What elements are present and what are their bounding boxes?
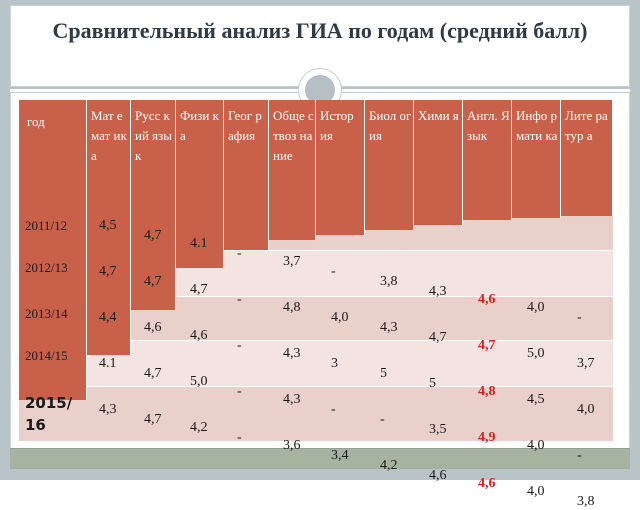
value-cell: 3,5 (429, 422, 447, 437)
row-year: 2015/ 16 (25, 394, 73, 434)
header-subject: Мат емат ика (91, 108, 127, 163)
header-cell (176, 100, 224, 268)
header-subject: Обще ствоз нание (273, 108, 314, 163)
value-cell: 4,8 (283, 300, 301, 315)
value-cell: 4,6 (478, 292, 496, 307)
value-cell: 4,9 (478, 430, 496, 445)
value-cell: 4,7 (478, 338, 496, 353)
value-cell: 4,7 (144, 366, 162, 381)
value-cell: 4,2 (190, 420, 208, 435)
value-cell: 4,0 (331, 310, 349, 325)
header-subject: Физи ка (180, 108, 219, 143)
value-cell: 4,0 (527, 300, 545, 315)
row-year: 2014/15 (25, 348, 68, 363)
value-cell: 4,8 (478, 384, 496, 399)
value-cell: 3,8 (577, 494, 595, 509)
value-cell: - (237, 384, 242, 399)
value-cell: 4.1 (190, 236, 208, 251)
value-cell: 4,6 (144, 320, 162, 335)
header-cell (224, 100, 269, 250)
header-cell (365, 100, 414, 230)
value-cell: - (577, 310, 582, 325)
value-cell: 4,0 (527, 438, 545, 453)
value-cell: - (237, 338, 242, 353)
value-cell: 5,0 (527, 346, 545, 361)
value-cell: 3 (331, 356, 338, 371)
value-cell: 4,7 (190, 282, 208, 297)
value-cell: - (331, 402, 336, 417)
header-year-label: год (27, 114, 45, 129)
value-cell: 4,3 (429, 284, 447, 299)
value-cell: 4,3 (283, 346, 301, 361)
header-subject: Геог рафия (228, 108, 262, 143)
value-cell: 5 (380, 366, 387, 381)
row-year: 2013/14 (25, 306, 68, 321)
value-cell: 4,3 (99, 402, 117, 417)
value-cell: 5,0 (190, 374, 208, 389)
row-year: 2012/13 (25, 260, 68, 275)
header-subject: Истор ия (320, 108, 354, 143)
header-subject: Русс кий язык (135, 108, 173, 163)
value-cell: 3,8 (380, 274, 398, 289)
value-cell: 4,3 (380, 320, 398, 335)
value-cell: 4,7 (144, 274, 162, 289)
header-cell (512, 100, 561, 218)
header-cell (131, 100, 176, 310)
row-band (19, 386, 613, 441)
header-cell-year (19, 100, 87, 400)
header-subject: Лите ратур а (565, 108, 608, 143)
header-subject: Хими я (418, 108, 459, 123)
value-cell: 4,6 (429, 468, 447, 483)
row-year: 2011/12 (25, 218, 68, 233)
value-cell: 3,6 (283, 438, 301, 453)
value-cell: - (380, 412, 385, 427)
value-cell: 4,4 (99, 310, 117, 325)
value-cell: - (237, 246, 242, 261)
slide-title: Сравнительный анализ ГИА по годам (средн… (52, 18, 588, 43)
header-cell (414, 100, 463, 225)
value-cell: 3,7 (283, 254, 301, 269)
value-cell: - (237, 430, 242, 445)
value-cell: 4,3 (283, 392, 301, 407)
value-cell: - (237, 292, 242, 307)
header-subject: Биол огия (369, 108, 412, 143)
value-cell: 4,2 (380, 458, 398, 473)
header-cell (269, 100, 316, 240)
header-cell (561, 100, 613, 216)
value-cell: - (577, 448, 582, 463)
footer-bar (10, 448, 630, 469)
value-cell: 4,6 (190, 328, 208, 343)
value-cell: 4,5 (527, 392, 545, 407)
value-cell: 4,6 (478, 476, 496, 491)
results-table: год Мат емат ика Русс кий язык Физи ка Геог … (19, 100, 613, 509)
header-subject: Англ. Язык (467, 108, 510, 143)
value-cell: 3,7 (577, 356, 595, 371)
value-cell: 5 (429, 376, 436, 391)
value-cell: 4,7 (99, 264, 117, 279)
header-cell (87, 100, 131, 355)
header-subject: Инфо рмати ка (516, 108, 558, 143)
value-cell: 4,7 (144, 228, 162, 243)
header-cell (463, 100, 512, 220)
value-cell: - (331, 264, 336, 279)
value-cell: 4,0 (577, 402, 595, 417)
value-cell: 3,4 (331, 448, 349, 463)
value-cell: 4,7 (429, 330, 447, 345)
value-cell: 4.1 (99, 356, 117, 371)
value-cell: 4,7 (144, 412, 162, 427)
value-cell: 4,5 (99, 218, 117, 233)
header-cell (316, 100, 365, 235)
value-cell: 4,0 (527, 484, 545, 499)
